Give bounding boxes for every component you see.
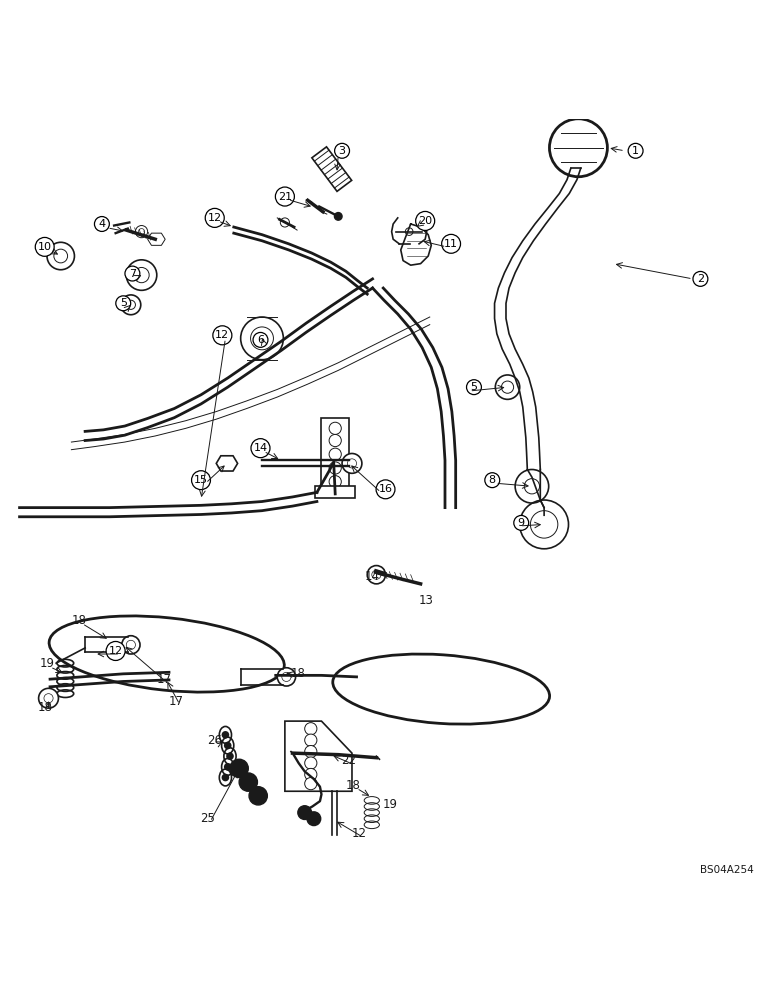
Circle shape [226, 752, 233, 760]
Text: 4: 4 [98, 219, 105, 229]
Text: 5: 5 [120, 298, 127, 308]
Text: 15: 15 [194, 475, 208, 485]
Polygon shape [147, 233, 165, 245]
Polygon shape [322, 418, 349, 492]
Circle shape [224, 763, 231, 771]
Text: 8: 8 [488, 475, 496, 485]
Text: 12: 12 [108, 646, 123, 656]
Text: 18: 18 [291, 667, 306, 680]
Text: 5: 5 [471, 382, 478, 392]
Text: 10: 10 [38, 242, 51, 252]
Text: 21: 21 [278, 192, 292, 202]
Text: 9: 9 [518, 518, 525, 528]
Circle shape [334, 213, 342, 220]
Circle shape [305, 723, 317, 735]
Circle shape [329, 476, 341, 488]
Circle shape [249, 787, 267, 805]
Circle shape [305, 746, 317, 758]
Circle shape [367, 566, 386, 584]
Text: 7: 7 [129, 269, 136, 279]
Polygon shape [285, 721, 352, 791]
Text: 17: 17 [169, 695, 184, 708]
Circle shape [305, 757, 317, 769]
Text: 14: 14 [253, 443, 267, 453]
Polygon shape [316, 486, 355, 498]
Circle shape [239, 773, 257, 791]
Circle shape [329, 462, 341, 474]
Circle shape [342, 453, 362, 473]
Text: 1: 1 [632, 146, 639, 156]
Circle shape [329, 448, 341, 460]
Circle shape [329, 422, 341, 434]
Text: 6: 6 [257, 335, 264, 345]
Circle shape [240, 317, 283, 360]
Text: 18: 18 [346, 779, 361, 792]
Text: 22: 22 [342, 754, 356, 767]
Circle shape [305, 734, 317, 746]
Circle shape [305, 768, 317, 781]
Circle shape [121, 636, 140, 654]
Circle shape [126, 260, 157, 290]
Circle shape [406, 228, 413, 235]
Text: 16: 16 [379, 484, 392, 494]
Text: 20: 20 [418, 216, 432, 226]
Circle shape [222, 774, 229, 781]
Circle shape [298, 806, 312, 819]
Circle shape [307, 812, 321, 826]
Circle shape [277, 668, 296, 686]
Text: 13: 13 [419, 594, 433, 607]
Circle shape [47, 242, 74, 270]
Circle shape [224, 742, 231, 749]
Circle shape [329, 434, 341, 447]
Text: 2: 2 [697, 274, 704, 284]
Polygon shape [217, 456, 237, 471]
Circle shape [305, 778, 317, 790]
Text: 11: 11 [444, 239, 458, 249]
Text: 26: 26 [207, 734, 222, 747]
Text: BS04A254: BS04A254 [700, 865, 753, 875]
Text: 12: 12 [207, 213, 222, 223]
Text: 12: 12 [352, 827, 367, 840]
Text: 18: 18 [71, 614, 87, 627]
Text: 17: 17 [157, 673, 172, 686]
Circle shape [121, 295, 141, 315]
Circle shape [495, 375, 520, 399]
Text: 14: 14 [364, 570, 379, 583]
Text: 19: 19 [39, 657, 55, 670]
Text: 3: 3 [339, 146, 346, 156]
Text: 25: 25 [200, 812, 214, 825]
Circle shape [230, 759, 248, 778]
Circle shape [38, 688, 58, 708]
Text: 12: 12 [215, 330, 230, 340]
Circle shape [135, 226, 147, 238]
Circle shape [222, 731, 229, 739]
Text: 18: 18 [38, 701, 52, 714]
Text: 19: 19 [382, 798, 398, 811]
